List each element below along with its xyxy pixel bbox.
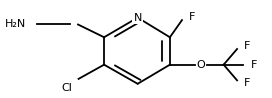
Text: F: F [244,78,250,88]
Text: O: O [196,60,205,70]
Text: N: N [134,13,142,23]
Text: H₂N: H₂N [5,19,26,29]
Text: Cl: Cl [61,83,72,93]
Text: F: F [251,60,257,70]
Text: F: F [189,12,195,22]
Text: F: F [244,41,250,51]
